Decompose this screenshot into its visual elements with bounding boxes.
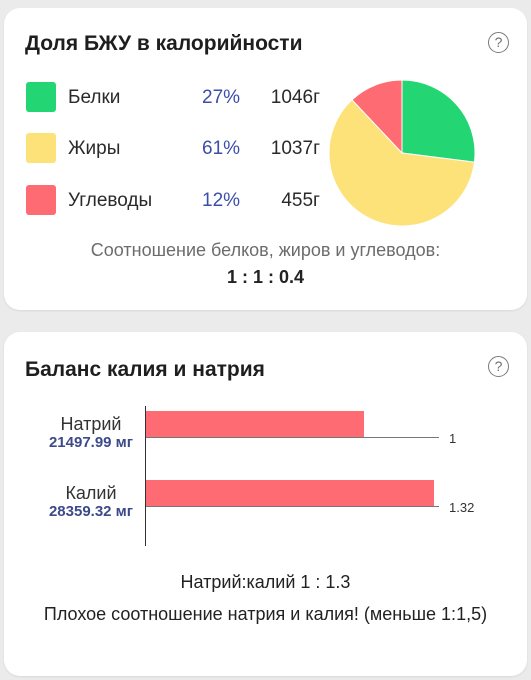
electrolyte-card: Баланс калия и натрия ? Натрий 21497.99 …: [4, 332, 527, 676]
ratio-value: 1 : 1 : 0.4: [226, 267, 305, 287]
fat-grams: 1037г: [270, 138, 320, 159]
protein-grams: 1046г: [270, 87, 320, 108]
protein-label: Белки: [68, 87, 121, 108]
sodium-bar-leader: [146, 437, 439, 438]
carbs-label: Углеводы: [68, 190, 153, 211]
sodium-amount: 21497.99 мг: [48, 434, 134, 451]
macros-title: Доля БЖУ в калорийности: [25, 32, 303, 55]
potassium-bar: [146, 480, 434, 506]
sodium-label-group: Натрий 21497.99 мг: [36, 414, 146, 451]
fat-label: Жиры: [68, 138, 121, 159]
pie-slice-protein: [401, 79, 476, 163]
protein-percent: 27%: [202, 87, 241, 108]
carbs-grams: 455г: [281, 190, 320, 211]
legend-item-fat: Жиры 61% 1037г: [26, 133, 326, 163]
warning-text: Плохое соотношение натрия и калия! (мень…: [43, 604, 488, 624]
carbs-percent: 12%: [202, 190, 241, 211]
legend-item-carbs: Углеводы 12% 455г: [26, 185, 326, 215]
fat-percent: 61%: [202, 138, 241, 159]
ratio-caption: Соотношение белков, жиров и углеводов:: [90, 240, 441, 260]
sodium-bar: [146, 411, 364, 437]
potassium-amount: 28359.32 мг: [48, 503, 134, 520]
sodium-label: Натрий: [60, 414, 122, 434]
electrolyte-title: Баланс калия и натрия: [25, 358, 265, 381]
potassium-bar-leader: [146, 506, 439, 507]
help-icon[interactable]: ?: [488, 356, 509, 377]
protein-swatch: [26, 82, 56, 112]
pie-slice-carbs: [351, 79, 403, 155]
chart-axis: [145, 406, 146, 546]
potassium-label: Калий: [65, 483, 117, 503]
carbs-swatch: [26, 185, 56, 215]
legend-item-protein: Белки 27% 1046г: [26, 82, 326, 112]
macros-pie-chart: [328, 79, 476, 227]
potassium-label-group: Калий 28359.32 мг: [36, 483, 146, 520]
sodium-ratio-label: 1: [449, 431, 457, 446]
fat-swatch: [26, 133, 56, 163]
help-icon[interactable]: ?: [488, 32, 509, 53]
macros-card: Доля БЖУ в калорийности ? Белки 27% 1046…: [4, 8, 527, 310]
ratio-line: Натрий:калий 1 : 1.3: [180, 572, 351, 592]
potassium-ratio-label: 1.32: [449, 500, 475, 515]
pie-slice-fat: [328, 99, 475, 227]
